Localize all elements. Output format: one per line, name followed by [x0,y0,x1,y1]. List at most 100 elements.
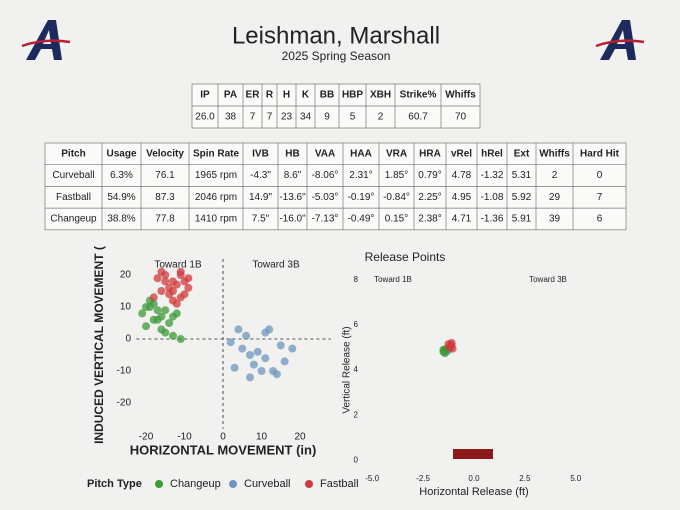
annotation: Toward 3B [529,275,567,284]
table-cell: 1.85° [385,170,408,181]
x-tick-label: -2.5 [416,474,430,483]
y-tick-label: 4 [354,365,359,374]
table-cell: 6 [597,214,603,225]
table-cell: -1.08 [481,192,504,203]
annotation: Toward 3B [252,260,300,271]
table-cell: 23 [281,112,293,123]
table-header: VAA [315,148,335,159]
table-header: Whiffs [445,90,476,101]
table-cell: 70 [455,112,467,123]
point [265,325,274,334]
team-logo [595,20,645,60]
table-cell: 7 [250,112,256,123]
table-header: HBP [342,90,363,101]
point [142,303,151,311]
x-axis-title: HORIZONTAL MOVEMENT (in) [130,442,317,457]
point [253,347,262,356]
table-cell: -8.06° [312,170,339,181]
table-cell: -16.0" [279,214,306,225]
table-cell: Curveball [52,170,94,181]
table-cell: -0.19° [348,192,375,203]
point [261,354,270,363]
table-header: H [283,90,290,101]
table-header: hRel [481,148,503,159]
table-cell: 5.31 [512,170,532,181]
x-tick-label: 0 [220,432,226,443]
logo-swoosh [595,39,645,48]
table-cell: 6.3% [110,170,133,181]
table-cell: -4.3" [250,170,271,181]
table-cell: 26.0 [195,112,215,123]
table-header: Pitch [61,148,85,159]
table-cell: 2046 rpm [195,192,237,203]
annotation: Toward 1B [374,275,412,284]
legend-marker [229,480,237,488]
table-cell: 7.5" [252,214,270,225]
point [441,349,450,358]
table-cell: 39 [549,214,561,225]
point [165,319,174,327]
point [149,315,158,324]
y-axis-title: Vertical Release (ft) [342,326,353,413]
table-cell: Fastball [56,192,91,203]
legend-marker [305,480,313,488]
point [142,322,151,331]
legend-marker [155,480,163,488]
table-header: Usage [106,148,136,159]
table-cell: 76.1 [155,170,175,181]
point [176,271,185,279]
table-cell: 7 [597,192,603,203]
table-header: R [266,90,274,101]
point [168,287,177,295]
legend-label: Fastball [320,478,359,490]
table-cell: 77.8 [155,214,175,225]
y-tick-label: 8 [354,275,359,284]
point [157,312,166,321]
table-cell: 5 [350,112,356,123]
point [161,306,170,315]
table-header: Spin Rate [193,148,240,159]
y-tick-label: -20 [117,398,132,409]
point [230,363,239,372]
legend-label: Changeup [170,478,221,490]
title: Leishman, Marshall [232,22,440,49]
table-cell: 4.71 [452,214,472,225]
point [161,277,170,286]
legend-label: Curveball [244,478,290,490]
table-header: BB [320,90,334,101]
table-cell: 0.15° [385,214,408,225]
table-cell: 2 [552,170,558,181]
x-tick-label: 2.5 [519,474,531,483]
point [172,280,181,289]
table-cell: Changeup [50,214,97,225]
point [238,344,247,353]
point [172,309,181,318]
table-header: XBH [370,90,391,101]
x-tick-label: 5.0 [570,474,582,483]
table-header: IVB [252,148,269,159]
x-tick-label: 10 [256,432,268,443]
point [276,341,285,350]
table-cell: 9 [324,112,330,123]
point [245,351,254,359]
table-header: VRA [386,148,407,159]
point [157,267,166,276]
table-header: K [302,90,310,101]
annotation: Toward 1B [154,260,202,271]
y-tick-label: 0 [125,334,131,345]
y-tick-label: 0 [354,455,359,464]
table-cell: 87.3 [155,192,175,203]
table-header: PA [224,90,237,101]
table-cell: 1410 rpm [195,214,237,225]
subtitle: 2025 Spring Season [282,49,391,63]
table-header: ER [246,90,261,101]
table-cell: -0.49° [348,214,375,225]
table-cell: 38.8% [107,214,135,225]
point [161,328,170,337]
team-logo [21,20,71,60]
table-cell: 29 [549,192,561,203]
point [153,274,162,283]
point [176,335,185,343]
point [172,299,181,308]
